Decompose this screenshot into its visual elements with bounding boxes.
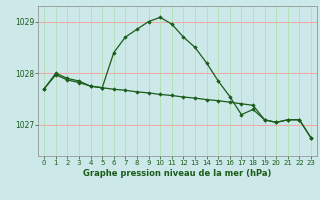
X-axis label: Graphe pression niveau de la mer (hPa): Graphe pression niveau de la mer (hPa) <box>84 169 272 178</box>
